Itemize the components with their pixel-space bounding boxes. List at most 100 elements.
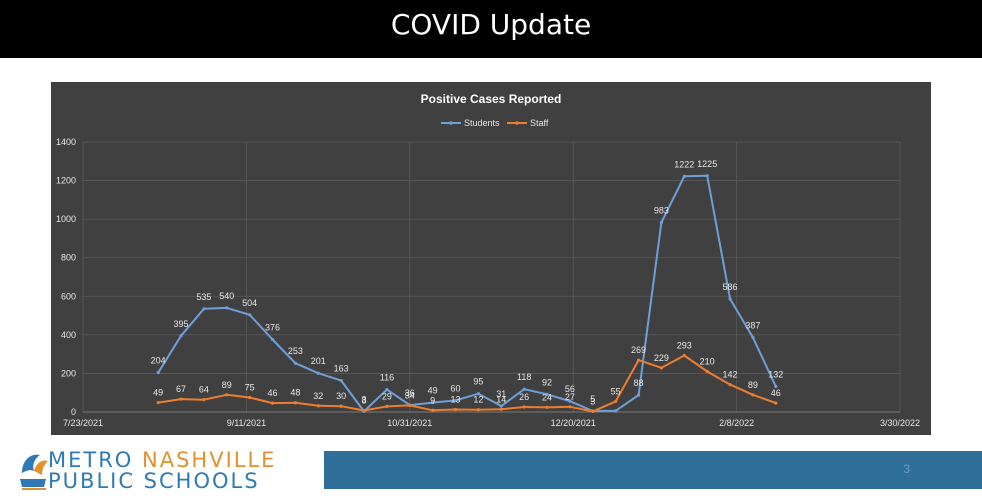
data-point-staff [774,401,778,405]
y-tick-label: 800 [61,253,76,263]
data-point-staff [751,393,755,397]
series-lines [156,174,778,414]
data-label-students: 395 [174,319,189,329]
data-label-staff: 49 [153,388,163,398]
legend-marker-students [449,121,453,125]
data-point-staff [682,353,686,358]
data-label-staff: 89 [748,380,758,390]
data-point-students [453,398,458,403]
logo-word-nashville: NASHVILLE [142,448,277,472]
y-tick-label: 200 [61,368,76,378]
data-point-students [156,371,160,375]
data-label-staff: 210 [700,357,715,367]
x-tick-label: 12/20/2021 [551,418,596,428]
y-axis: 0 200 400 600 800 1000 1200 1400 [56,137,76,417]
data-point-students [568,399,572,403]
data-label-staff: 9 [430,395,435,405]
data-label-staff: 46 [268,388,278,398]
data-point-students [202,307,206,311]
data-label-staff: 67 [176,384,186,394]
data-label-staff: 269 [631,345,646,355]
data-point-students [545,392,549,396]
page-number: 3 [903,462,910,476]
data-point-staff [431,408,435,412]
data-label-students: 387 [745,320,760,330]
slide-title: COVID Update [390,8,592,41]
y-tick-label: 1000 [56,214,76,224]
data-label-staff: 14 [496,394,506,404]
x-tick-label: 9/11/2021 [227,418,266,428]
data-point-students [339,378,343,383]
y-tick-label: 1400 [56,137,76,147]
data-point-staff [728,383,732,387]
data-label-students: 95 [473,377,483,387]
y-tick-label: 400 [61,330,76,340]
data-point-students [476,392,481,396]
chart-legend: Students Staff [441,118,549,128]
data-label-staff: 27 [565,392,575,402]
data-label-staff: 12 [473,395,483,405]
data-point-staff [568,405,572,409]
data-label-staff: 3 [590,396,595,406]
data-point-students [522,387,526,391]
data-point-students [385,388,389,392]
data-label-students: 163 [334,364,349,374]
data-label-staff: 13 [451,394,461,404]
data-label-students: 5 [590,394,595,404]
data-point-staff [476,408,481,412]
data-point-students [179,334,183,338]
data-label-students: 3 [362,394,367,404]
data-point-staff [408,403,412,408]
data-label-staff: 293 [677,340,692,350]
data-label-students: 118 [517,372,531,382]
data-point-staff [225,393,229,397]
data-point-staff [545,405,549,409]
school-logo-icon [20,454,48,490]
data-point-staff [316,404,320,408]
data-point-staff [522,405,526,409]
data-label-staff: 30 [336,391,346,401]
data-label-staff: 26 [519,392,529,402]
data-label-students: 376 [265,322,280,332]
series-line-students [157,174,777,413]
data-point-students [499,404,503,408]
data-label-students: 92 [542,377,552,387]
data-point-staff [614,399,618,403]
data-label-staff: 34 [405,390,415,400]
legend-label-staff: Staff [530,118,549,128]
data-point-staff [156,400,160,405]
data-point-staff [179,397,183,401]
series-line-staff [158,354,777,413]
data-label-staff: 75 [245,383,255,393]
data-label-staff: 48 [290,388,300,398]
data-point-students [316,371,320,375]
data-label-students: 253 [288,346,303,356]
y-tick-label: 0 [71,407,76,417]
logo-word-metro: METRO [48,448,134,472]
data-point-staff [453,407,458,412]
data-point-staff [705,369,709,374]
title-bar [0,0,982,58]
y-tick-label: 600 [61,291,76,301]
x-tick-label: 3/30/2022 [880,418,920,428]
data-label-students: 204 [151,356,166,366]
data-label-students: 535 [196,292,211,302]
data-point-staff [591,409,595,414]
data-label-students: 31 [496,389,506,399]
data-point-staff [293,401,298,405]
data-label-staff: 32 [313,391,323,401]
data-label-students: 36 [405,388,415,398]
data-label-staff: 29 [382,391,392,401]
data-label-students: 586 [723,282,738,292]
data-label-students: 540 [219,291,234,301]
data-label-students: 1222 [674,159,694,169]
data-label-staff: 55 [611,386,621,396]
data-point-staff [270,401,275,405]
y-tick-label: 1200 [56,176,76,186]
data-label-students: 504 [242,298,257,308]
data-point-staff [362,408,366,413]
logo-wordmark-line2: PUBLIC SCHOOLS [48,469,260,493]
data-point-students [431,400,435,405]
data-label-students: 201 [311,356,326,366]
